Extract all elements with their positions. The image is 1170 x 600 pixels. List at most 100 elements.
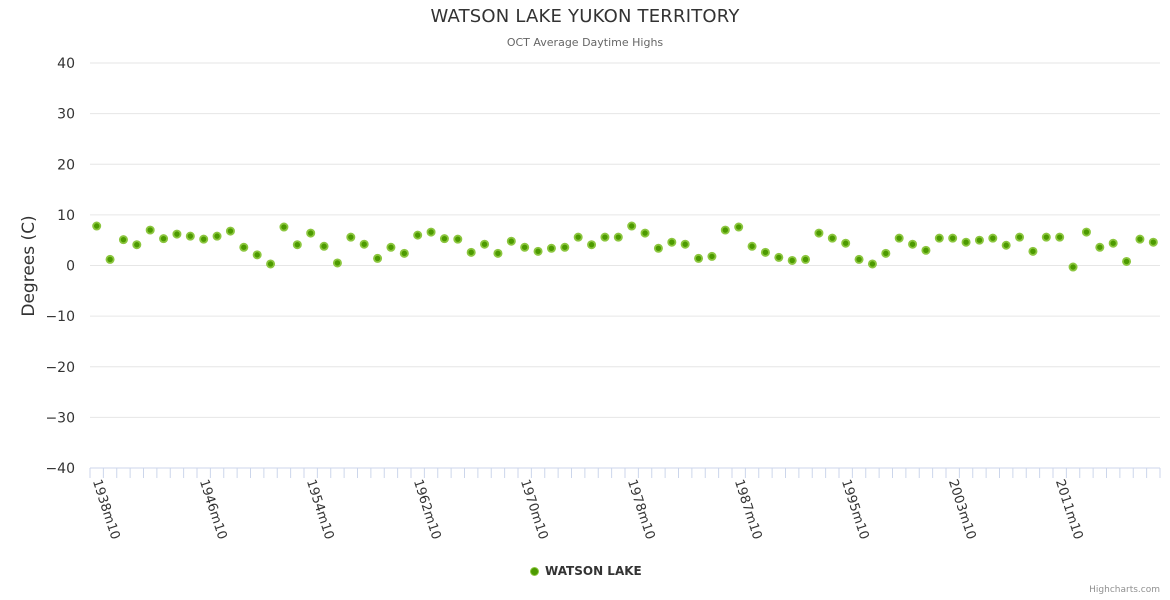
data-point[interactable] — [653, 243, 663, 253]
data-point[interactable] — [1055, 232, 1065, 242]
data-point[interactable] — [1081, 227, 1091, 237]
data-point[interactable] — [908, 239, 918, 249]
data-point[interactable] — [439, 234, 449, 244]
data-point[interactable] — [225, 226, 235, 236]
data-point[interactable] — [1108, 238, 1118, 248]
data-point[interactable] — [199, 234, 209, 244]
data-point[interactable] — [801, 254, 811, 264]
data-point[interactable] — [212, 231, 222, 241]
data-point[interactable] — [640, 228, 650, 238]
x-tick-label: 1954m10 — [303, 478, 337, 542]
data-point[interactable] — [386, 242, 396, 252]
data-point[interactable] — [774, 252, 784, 262]
data-point[interactable] — [118, 235, 128, 245]
data-point[interactable] — [627, 221, 637, 231]
data-point[interactable] — [1041, 232, 1051, 242]
data-point[interactable] — [747, 241, 757, 251]
data-point[interactable] — [894, 233, 904, 243]
data-point[interactable] — [921, 245, 931, 255]
data-point[interactable] — [1068, 262, 1078, 272]
data-point[interactable] — [506, 236, 516, 246]
data-point[interactable] — [734, 222, 744, 232]
data-point[interactable] — [306, 228, 316, 238]
x-tick-label: 2011m10 — [1052, 478, 1086, 542]
data-point[interactable] — [132, 240, 142, 250]
y-tick-label: −20 — [45, 360, 75, 376]
data-point[interactable] — [1001, 240, 1011, 250]
data-point[interactable] — [493, 248, 503, 258]
data-point[interactable] — [453, 234, 463, 244]
data-point[interactable] — [961, 237, 971, 247]
data-point[interactable] — [185, 231, 195, 241]
data-point[interactable] — [707, 251, 717, 261]
data-point[interactable] — [1095, 242, 1105, 252]
y-tick-label: −30 — [45, 410, 75, 426]
data-point[interactable] — [841, 238, 851, 248]
y-tick-label: −10 — [45, 309, 75, 325]
data-point[interactable] — [720, 225, 730, 235]
legend-item-watson-lake[interactable]: WATSON LAKE — [530, 564, 642, 578]
y-tick-label: −40 — [45, 461, 75, 477]
chart-title: WATSON LAKE YUKON TERRITORY — [430, 6, 740, 27]
y-tick-label: 10 — [57, 208, 75, 224]
data-point[interactable] — [1015, 232, 1025, 242]
data-point[interactable] — [279, 222, 289, 232]
data-point[interactable] — [560, 242, 570, 252]
data-point[interactable] — [332, 258, 342, 268]
data-point[interactable] — [680, 239, 690, 249]
data-point[interactable] — [1148, 237, 1158, 247]
data-point[interactable] — [172, 229, 182, 239]
data-point[interactable] — [867, 259, 877, 269]
data-point[interactable] — [413, 230, 423, 240]
data-point[interactable] — [1122, 256, 1132, 266]
data-point[interactable] — [854, 254, 864, 264]
data-point[interactable] — [1028, 246, 1038, 256]
data-point[interactable] — [533, 246, 543, 256]
data-point[interactable] — [613, 232, 623, 242]
data-point[interactable] — [814, 228, 824, 238]
data-point[interactable] — [426, 227, 436, 237]
data-point[interactable] — [359, 239, 369, 249]
y-tick-label: 20 — [57, 157, 75, 173]
data-point[interactable] — [787, 255, 797, 265]
y-tick-label: 30 — [57, 107, 75, 123]
data-point[interactable] — [159, 234, 169, 244]
data-point[interactable] — [573, 232, 583, 242]
x-tick-label: 1962m10 — [410, 478, 444, 542]
data-point[interactable] — [145, 225, 155, 235]
data-point[interactable] — [1135, 234, 1145, 244]
data-point[interactable] — [587, 240, 597, 250]
data-point[interactable] — [520, 242, 530, 252]
x-tick-label: 1946m10 — [196, 478, 230, 542]
data-point[interactable] — [760, 247, 770, 257]
data-point[interactable] — [827, 233, 837, 243]
data-point[interactable] — [346, 232, 356, 242]
x-tick-label: 1995m10 — [838, 478, 872, 542]
data-point[interactable] — [974, 235, 984, 245]
data-point[interactable] — [667, 237, 677, 247]
data-point[interactable] — [466, 247, 476, 257]
data-point[interactable] — [373, 253, 383, 263]
data-point[interactable] — [694, 253, 704, 263]
legend-marker-icon — [530, 566, 539, 576]
data-point[interactable] — [600, 232, 610, 242]
data-point[interactable] — [239, 242, 249, 252]
data-point[interactable] — [948, 233, 958, 243]
data-point[interactable] — [319, 241, 329, 251]
data-point[interactable] — [546, 243, 556, 253]
x-tick-label: 1938m10 — [89, 478, 123, 542]
data-point[interactable] — [266, 259, 276, 269]
data-point[interactable] — [881, 248, 891, 258]
data-point[interactable] — [292, 240, 302, 250]
data-point[interactable] — [105, 254, 115, 264]
y-tick-label: 40 — [57, 56, 75, 72]
highcharts-credits-link[interactable]: Highcharts.com — [1089, 585, 1160, 595]
data-point[interactable] — [252, 250, 262, 260]
data-point[interactable] — [934, 233, 944, 243]
data-point[interactable] — [399, 248, 409, 258]
y-axis-label: Degrees (C) — [19, 215, 39, 316]
data-point[interactable] — [480, 239, 490, 249]
data-point[interactable] — [988, 233, 998, 243]
data-point[interactable] — [92, 221, 102, 231]
